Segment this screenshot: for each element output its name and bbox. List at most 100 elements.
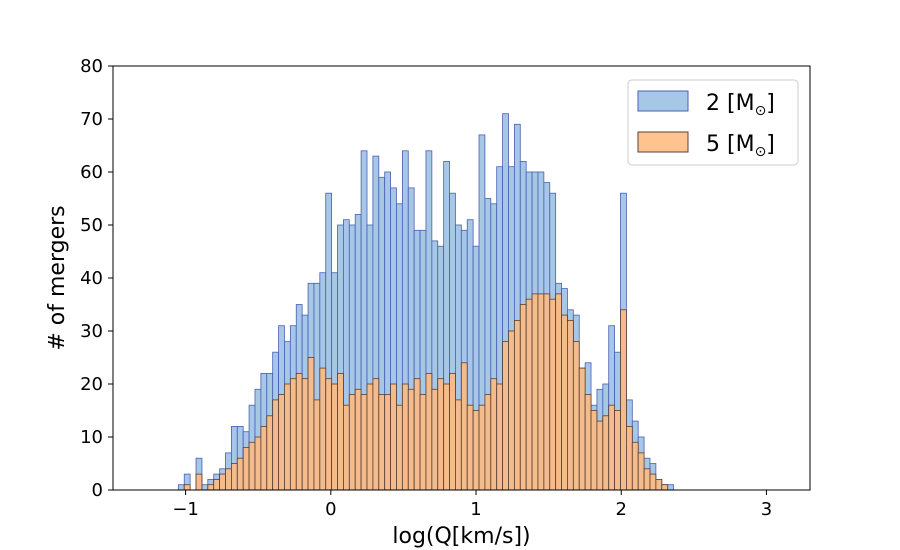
histogram-bar [254, 436, 262, 491]
histogram-bar [295, 372, 303, 491]
histogram-bar [242, 447, 250, 491]
histogram-bar [319, 367, 327, 491]
histogram-bar [466, 404, 474, 491]
histogram-bar [513, 319, 521, 491]
histogram-bar [354, 388, 362, 491]
histogram-bar [472, 410, 480, 491]
histogram-bar [637, 452, 645, 491]
histogram-bar [207, 484, 215, 491]
histogram-bar [572, 341, 580, 491]
x-axis-label: log(Q[km/s]) [392, 524, 530, 549]
histogram-bar [219, 473, 226, 491]
histogram-bar [201, 484, 209, 491]
y-tick-label: 50 [80, 215, 103, 236]
histogram-bar [313, 399, 321, 491]
histogram-bar [407, 388, 415, 491]
y-tick-label: 40 [80, 268, 103, 289]
histogram-bar [390, 383, 397, 491]
legend-label-2-msun: 2 [M⊙] [706, 91, 775, 119]
histogram-bar [490, 378, 498, 491]
x-tick-label: 1 [470, 499, 481, 520]
histogram-bar [596, 420, 604, 491]
histogram-bar [278, 394, 285, 491]
histogram-bar [360, 394, 368, 491]
y-tick-label: 70 [80, 109, 103, 130]
histogram-bar [325, 378, 333, 491]
histogram-bar [643, 468, 651, 491]
histogram-bar [508, 330, 515, 491]
histogram-bar [437, 378, 445, 491]
histogram-bar [443, 383, 450, 491]
histogram-bar [449, 372, 456, 491]
histogram-bar [248, 441, 256, 491]
histogram-bar [213, 478, 221, 491]
histogram-bar [614, 410, 621, 491]
y-tick-label: 0 [92, 480, 103, 501]
histogram-bar [667, 484, 674, 491]
histogram-bar [431, 388, 439, 491]
histogram-bar [366, 383, 374, 491]
histogram-bar [590, 410, 598, 491]
y-axis-ticks: 0 10 20 30 40 50 60 70 80 [80, 56, 113, 501]
histogram-bar [661, 484, 669, 491]
histogram-bar [195, 473, 203, 491]
legend: 2 [M⊙] 5 [M⊙] [627, 79, 799, 166]
histogram-bar [378, 394, 386, 491]
x-tick-label: 0 [325, 499, 336, 520]
histogram-bar [425, 372, 433, 491]
histogram-bar [543, 293, 551, 491]
x-axis-ticks: −1 0 1 2 3 [172, 490, 772, 520]
y-tick-label: 80 [80, 56, 103, 77]
histogram-bar [236, 457, 244, 491]
histogram-bar [608, 404, 616, 491]
x-tick-label: −1 [172, 499, 199, 520]
histogram-bar [537, 293, 545, 491]
histogram-bar [401, 383, 409, 491]
histogram-bar [525, 298, 533, 491]
legend-label-5-msun: 5 [M⊙] [706, 132, 775, 160]
histogram-bar [655, 478, 663, 491]
histogram-bar [419, 394, 427, 491]
histogram-bar [519, 304, 527, 491]
histogram-bar [578, 367, 586, 491]
histogram-bar [649, 473, 657, 491]
histogram-bar [183, 484, 191, 491]
histogram-bar [177, 484, 185, 491]
legend-swatch-5-msun [637, 131, 689, 153]
y-tick-label: 10 [80, 427, 103, 448]
histogram-bar [602, 415, 610, 491]
histogram-bar [284, 383, 291, 491]
histogram-bar [331, 383, 338, 491]
histogram-bar [272, 399, 279, 491]
histogram-bar [266, 415, 274, 491]
histogram-bar [620, 309, 627, 491]
y-axis-label: # of mergers [45, 205, 70, 350]
histogram-bar [455, 399, 462, 491]
histogram-bar [384, 394, 391, 491]
histogram-bar [625, 425, 633, 491]
histogram-bar [502, 341, 509, 491]
histogram-bar [413, 378, 421, 491]
histogram-bar [561, 314, 568, 491]
histogram-bar [496, 383, 503, 491]
x-tick-label: 3 [761, 499, 772, 520]
y-tick-label: 60 [80, 162, 103, 183]
histogram-bar [460, 362, 468, 491]
histogram-bar [348, 394, 356, 491]
histogram-bar [631, 441, 639, 491]
histogram-bar [531, 293, 539, 491]
histogram-bar [555, 293, 562, 491]
legend-swatch-2-msun [637, 90, 689, 112]
histogram-bar [307, 357, 315, 491]
histogram-bar [396, 404, 403, 491]
histogram-bar [231, 463, 238, 491]
x-tick-label: 2 [616, 499, 627, 520]
histogram-bar [260, 425, 268, 491]
histogram-bar [567, 319, 574, 491]
histogram-bar [478, 404, 486, 491]
histogram-bar [225, 468, 232, 491]
histogram-bar [549, 298, 557, 491]
histogram-bar [301, 378, 309, 491]
histogram-bar [337, 372, 344, 491]
